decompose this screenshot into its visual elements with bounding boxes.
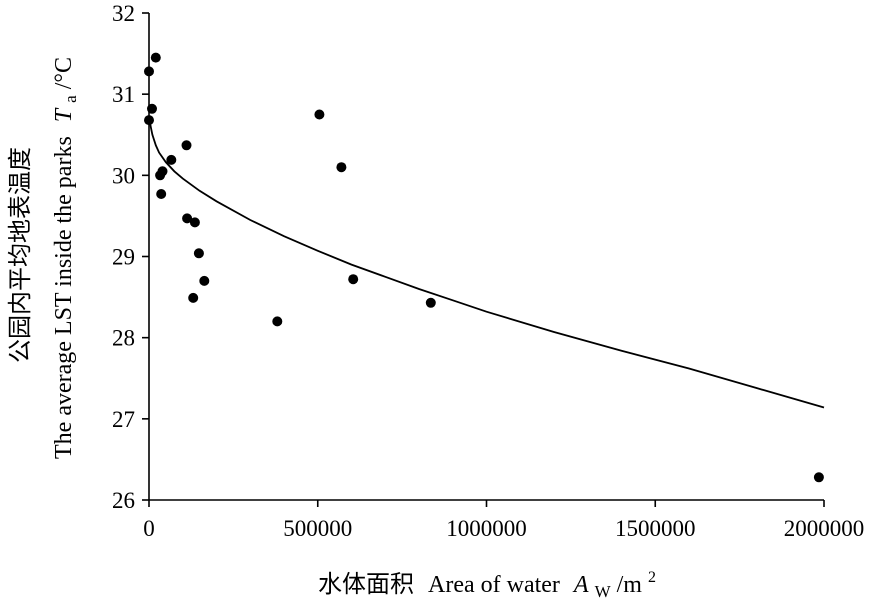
x-axis-title-unit: /m bbox=[617, 572, 643, 598]
data-point bbox=[144, 115, 154, 126]
data-point bbox=[181, 140, 192, 151]
y-tick-label: 29 bbox=[112, 245, 135, 270]
x-axis-title-sub: W bbox=[595, 582, 612, 600]
data-point bbox=[157, 166, 168, 177]
y-axis-title-sub: a bbox=[61, 95, 80, 103]
points-layer bbox=[144, 52, 824, 483]
data-point bbox=[144, 66, 154, 77]
y-tick-label: 27 bbox=[112, 407, 135, 432]
data-point bbox=[156, 189, 167, 199]
data-point bbox=[147, 103, 157, 114]
data-point bbox=[189, 217, 200, 228]
y-axis-title-en-text: The average LST inside the parks bbox=[51, 136, 77, 459]
data-point bbox=[272, 316, 283, 327]
data-point bbox=[348, 274, 359, 285]
data-point bbox=[150, 52, 161, 63]
x-axis-title-symbol: A bbox=[572, 572, 589, 598]
x-axis-title-unit-sup: 2 bbox=[648, 569, 656, 586]
y-tick-label: 26 bbox=[112, 488, 135, 513]
y-tick-label: 30 bbox=[112, 163, 135, 188]
data-point bbox=[314, 109, 325, 120]
x-axis-title-zh: 水体面积 bbox=[318, 571, 414, 598]
y-axis-title-unit: /°C bbox=[51, 57, 77, 89]
data-point bbox=[182, 213, 193, 224]
x-axis-title: 水体面积 Area of water A W /m 2 bbox=[318, 569, 656, 600]
x-axis-title-en: Area of water bbox=[428, 572, 560, 598]
y-axis-title-zh: 公园内平均地表温度 bbox=[7, 147, 34, 363]
y-axis-title-symbol: T bbox=[51, 107, 77, 122]
x-tick-label: 1000000 bbox=[446, 516, 527, 541]
x-tick-label: 1500000 bbox=[615, 516, 696, 541]
trend-curve bbox=[148, 116, 825, 409]
data-point bbox=[188, 292, 199, 303]
data-point bbox=[193, 248, 204, 259]
data-point bbox=[336, 162, 347, 173]
x-tick-label: 0 bbox=[143, 516, 155, 541]
data-point bbox=[166, 154, 177, 165]
y-tick-label: 31 bbox=[112, 82, 135, 107]
axes: 26 27 28 29 30 31 32 0 500000 1000000 1500000 20000… bbox=[112, 1, 864, 541]
data-point bbox=[199, 275, 210, 286]
data-point bbox=[425, 297, 436, 308]
y-tick-label: 28 bbox=[112, 326, 135, 351]
y-tick-label: 32 bbox=[112, 1, 135, 26]
y-axis-title-en: The average LST inside the parks T a /°C bbox=[51, 57, 82, 459]
trend-layer bbox=[148, 116, 825, 409]
data-point bbox=[813, 472, 824, 483]
x-tick-label: 2000000 bbox=[784, 516, 865, 541]
x-tick-label: 500000 bbox=[283, 516, 352, 541]
